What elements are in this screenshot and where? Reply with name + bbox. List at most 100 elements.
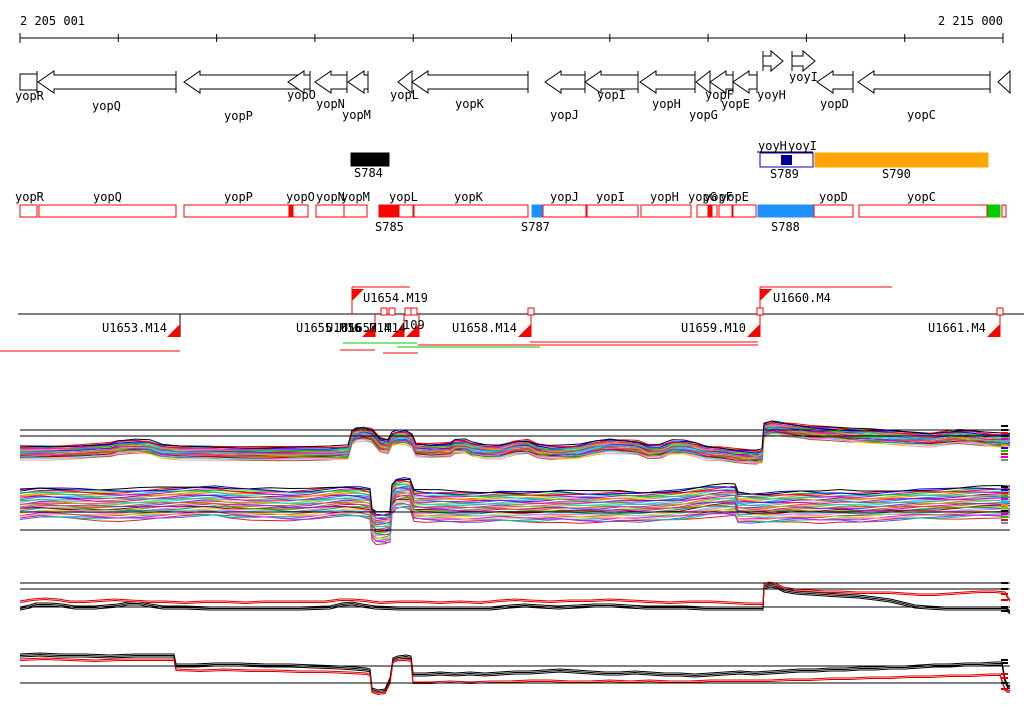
segment-box-yopO[interactable] xyxy=(288,204,294,218)
clone-flag-U1658.M14[interactable] xyxy=(518,324,531,337)
gene-arrow-yopJ[interactable] xyxy=(544,70,586,94)
segment-box-yopN[interactable] xyxy=(315,204,345,218)
flag-marker xyxy=(410,307,418,316)
segment-box-yopR[interactable] xyxy=(19,204,38,218)
segment-box[interactable] xyxy=(1001,204,1007,218)
gene-arrow-yopQ[interactable] xyxy=(37,70,177,94)
segment-box-yopE[interactable] xyxy=(732,204,757,218)
gene-arrow-partial[interactable] xyxy=(997,69,1011,95)
gene-label: yopG xyxy=(689,108,718,122)
flag-marker xyxy=(404,307,412,316)
clone-flag-U1653.M14[interactable] xyxy=(167,324,180,337)
segment-label: yopL xyxy=(389,190,418,204)
gene-arrow-yopM[interactable] xyxy=(347,70,369,94)
profile-line xyxy=(19,492,1011,528)
segment-box-yopD[interactable] xyxy=(813,204,854,218)
segment-box-yopK[interactable] xyxy=(413,204,529,218)
segment-box-yopI[interactable] xyxy=(586,204,639,218)
coverage-track-4 xyxy=(19,652,1011,696)
gene-label: yopI xyxy=(597,88,626,102)
segment-box-yopG[interactable] xyxy=(696,204,718,218)
segment-box[interactable] xyxy=(987,204,1001,218)
profile-line xyxy=(19,657,1011,694)
gene-arrow-yopE[interactable] xyxy=(732,70,758,94)
expression-profile-track-2 xyxy=(19,477,1011,545)
segment-label: S787 xyxy=(521,220,550,234)
segment-box-yopF[interactable] xyxy=(718,204,733,218)
gene-label: yopN xyxy=(316,97,345,111)
gene-label: yopC xyxy=(907,108,936,122)
segment-box-yopH[interactable] xyxy=(640,204,692,218)
clone-flag-U1659.M10[interactable] xyxy=(747,324,760,337)
profile-line xyxy=(19,655,1011,694)
clone-flag-U1660.M4[interactable] xyxy=(760,289,772,301)
gene-arrow-yopH[interactable] xyxy=(639,70,696,94)
gene-arrow-yopR[interactable] xyxy=(19,73,38,91)
flag-label: U1657.M14 xyxy=(341,321,406,335)
gene-label: yopO xyxy=(287,88,316,102)
segment-box-yopM[interactable] xyxy=(343,204,368,218)
gene-arrow-yopC[interactable] xyxy=(857,70,991,94)
feature-box-S790[interactable] xyxy=(814,152,989,168)
segment-label: S788 xyxy=(771,220,800,234)
profile-line xyxy=(19,653,1011,693)
flag-label: U1653.M14 xyxy=(102,321,167,335)
gene-label: yopL xyxy=(390,88,419,102)
segment-label: yopO xyxy=(286,190,315,204)
flag-label: U1658.M14 xyxy=(452,321,517,335)
gene-arrow-yoyI[interactable] xyxy=(791,49,816,73)
segment-box-yopC[interactable] xyxy=(858,204,988,218)
segment-box-S787[interactable] xyxy=(531,204,544,218)
feature-label: S790 xyxy=(882,167,911,181)
segment-label: yopD xyxy=(819,190,848,204)
flag-label: U1654.M19 xyxy=(363,291,428,305)
segment-box[interactable] xyxy=(707,204,713,218)
gene-arrow-yopK[interactable] xyxy=(411,70,529,94)
clone-flag-U1657.M14[interactable] xyxy=(406,324,419,337)
clone-flag-U1661.M4[interactable] xyxy=(987,324,1000,337)
expression-profile-track-1 xyxy=(19,420,1011,465)
flag-marker xyxy=(380,307,388,316)
gene-arrow-yopD[interactable] xyxy=(816,70,854,94)
segment-box-yopP[interactable] xyxy=(183,204,309,218)
flag-label: U1661.M4 xyxy=(928,321,986,335)
profile-line xyxy=(19,477,1011,516)
clone-flag-U1654.M19[interactable] xyxy=(352,289,364,301)
segment-label: yopP xyxy=(224,190,253,204)
clone-flag-U1655.M16[interactable] xyxy=(362,324,375,337)
segment-label: yopG xyxy=(688,190,717,204)
gene-arrow-yoyH[interactable] xyxy=(762,49,784,73)
segment-box-yopQ[interactable] xyxy=(38,204,177,218)
profile-line xyxy=(19,431,1011,465)
profile-line xyxy=(19,424,1011,458)
flag-marker xyxy=(996,307,1004,316)
feature-box-S784[interactable] xyxy=(350,152,390,167)
profile-line xyxy=(19,420,1011,454)
profile-line xyxy=(19,652,1011,691)
profile-line xyxy=(19,582,1011,605)
gene-label: yopM xyxy=(342,108,371,122)
flag-label: U1656.M14 xyxy=(326,321,391,335)
profile-line xyxy=(19,491,1011,528)
segment-label: yopC xyxy=(907,190,936,204)
gene-label: yopE xyxy=(721,97,750,111)
gene-label: yopK xyxy=(455,97,485,111)
segment-label: yopJ xyxy=(550,190,579,204)
segment-box-yopL[interactable] xyxy=(398,204,414,218)
segment-box-S785[interactable] xyxy=(378,204,400,218)
flag-label: 109 xyxy=(403,318,425,332)
profile-line xyxy=(19,499,1011,539)
ruler-start-label: 2 205 001 xyxy=(20,14,85,28)
gene-arrow-yopN[interactable] xyxy=(314,70,348,94)
profile-line xyxy=(19,426,1011,460)
gene-label: yoyI xyxy=(789,70,818,84)
profile-line xyxy=(19,584,1011,613)
profile-line xyxy=(19,501,1011,536)
segment-box-S788[interactable] xyxy=(757,204,814,218)
feature-label: S789 xyxy=(770,167,799,181)
segment-box-yopJ[interactable] xyxy=(542,204,587,218)
profile-line xyxy=(19,581,1011,604)
clone-flag-U1656.M14[interactable] xyxy=(391,324,404,337)
